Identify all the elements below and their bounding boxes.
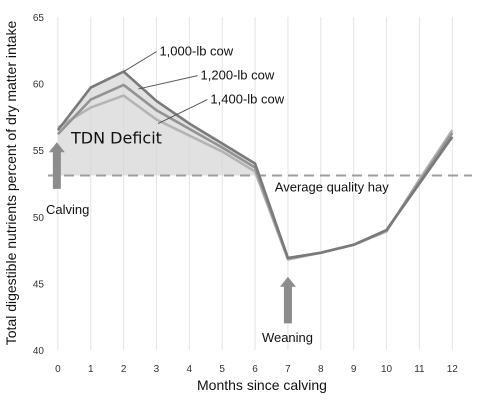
- x-tick-label-3: 3: [154, 364, 160, 375]
- x-tick-label-5: 5: [219, 364, 225, 375]
- tdn-deficit-label: TDN Deficit: [70, 129, 162, 148]
- reference-line-label: Average quality hay: [275, 179, 389, 194]
- series-label-1200lb: 1,200-lb cow: [201, 68, 275, 83]
- y-tick-label-55: 55: [33, 146, 45, 157]
- x-axis-title: Months since calving: [197, 377, 327, 393]
- calving-arrow-icon: [48, 142, 65, 189]
- weaning-arrow-icon: [279, 276, 296, 324]
- y-tick-label-60: 60: [33, 80, 45, 91]
- x-tick-label-9: 9: [351, 364, 357, 375]
- series-leader-1200lb: [138, 75, 198, 90]
- calving-label: Calving: [46, 202, 89, 217]
- x-tick-label-2: 2: [121, 364, 127, 375]
- y-tick-label-65: 65: [33, 13, 45, 24]
- y-tick-label-50: 50: [33, 213, 45, 224]
- weaning-label: Weaning: [262, 330, 313, 345]
- series-label-1400lb: 1,400-lb cow: [210, 92, 284, 107]
- y-axis-tick-labels: 40 45 50 55 60 65: [33, 13, 45, 357]
- x-tick-label-4: 4: [187, 364, 193, 375]
- x-tick-label-7: 7: [285, 364, 291, 375]
- x-tick-label-12: 12: [447, 364, 459, 375]
- x-tick-label-10: 10: [381, 364, 393, 375]
- series-label-1000lb: 1,000-lb cow: [159, 44, 233, 59]
- x-axis-tick-labels: 0 1 2 3 4 5 6 7 8 9 10 11 12: [55, 364, 458, 375]
- y-axis-title: Total digestible nutrients percent of dr…: [3, 21, 19, 346]
- x-tick-label-11: 11: [414, 364, 425, 375]
- x-tick-label-0: 0: [55, 364, 61, 375]
- series-leader-1000lb: [123, 51, 157, 73]
- tdn-deficit-shaded-area: [57, 71, 256, 176]
- x-tick-label-6: 6: [252, 364, 258, 375]
- x-tick-label-8: 8: [318, 364, 324, 375]
- y-tick-label-45: 45: [33, 279, 45, 290]
- y-tick-label-40: 40: [33, 346, 45, 357]
- series-leader-1400lb: [157, 99, 208, 125]
- x-tick-label-1: 1: [88, 364, 94, 375]
